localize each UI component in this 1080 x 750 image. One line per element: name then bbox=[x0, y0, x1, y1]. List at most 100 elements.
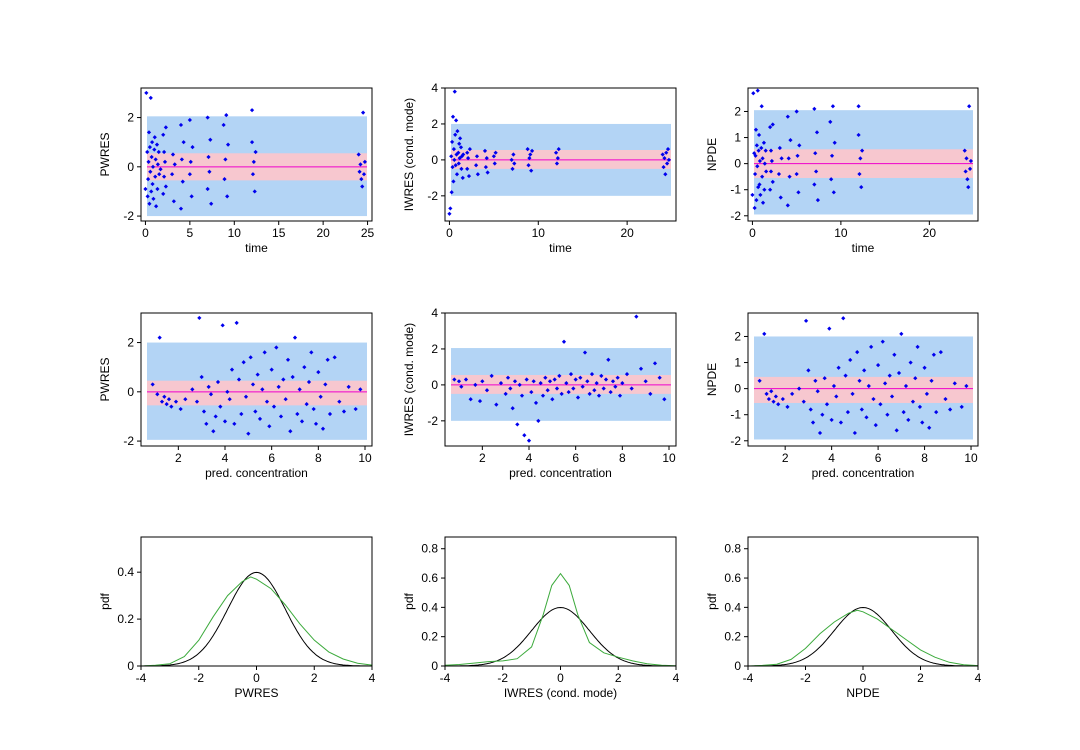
data-point bbox=[750, 192, 755, 198]
data-point bbox=[760, 156, 765, 161]
data-point bbox=[776, 402, 781, 407]
data-point bbox=[323, 382, 328, 387]
x-tick-label: 2 bbox=[615, 671, 622, 685]
data-point bbox=[251, 159, 256, 164]
axes-frame bbox=[140, 536, 373, 667]
data-point bbox=[218, 404, 223, 409]
data-point bbox=[274, 345, 279, 350]
axes-frame bbox=[747, 312, 979, 447]
y-tick-label: -2 bbox=[123, 209, 134, 223]
data-point bbox=[810, 420, 816, 425]
x-tick-label: 0 bbox=[446, 226, 453, 240]
data-point bbox=[580, 384, 585, 389]
x-axis-label: time bbox=[852, 241, 875, 255]
x-tick-label: 15 bbox=[272, 226, 286, 240]
data-point bbox=[589, 372, 595, 377]
data-point bbox=[498, 380, 504, 386]
chart-panel-9: -4 -2 0 2 4 0 0.2 0.4 0.6 0.8 NPDE pdf bbox=[705, 536, 982, 700]
data-point bbox=[962, 148, 967, 153]
x-tick-label: 0 bbox=[860, 671, 867, 685]
data-point bbox=[845, 409, 850, 415]
y-tick-label: -2 bbox=[123, 434, 134, 448]
data-point bbox=[361, 172, 367, 177]
data-point bbox=[758, 192, 763, 198]
data-point bbox=[762, 187, 767, 192]
data-point bbox=[768, 148, 774, 153]
data-point bbox=[761, 140, 767, 145]
data-point bbox=[553, 150, 559, 155]
data-point bbox=[924, 391, 929, 396]
data-point bbox=[906, 417, 911, 423]
data-point bbox=[869, 344, 874, 350]
data-point bbox=[529, 168, 534, 173]
data-point bbox=[163, 125, 168, 130]
data-point bbox=[857, 378, 862, 383]
data-point bbox=[519, 393, 525, 398]
data-point bbox=[517, 382, 522, 387]
y-tick-label: 0 bbox=[127, 160, 134, 174]
inner-prediction-band bbox=[147, 380, 367, 406]
theoretical-pdf-line bbox=[141, 571, 372, 667]
y-tick-label: 2 bbox=[127, 111, 134, 125]
y-tick-label: 0 bbox=[431, 378, 438, 392]
data-point bbox=[154, 142, 160, 147]
data-point bbox=[466, 155, 471, 161]
data-point bbox=[788, 138, 793, 143]
data-point bbox=[316, 370, 321, 375]
data-point bbox=[153, 157, 158, 162]
data-point bbox=[361, 110, 366, 115]
data-point bbox=[559, 391, 564, 396]
x-tick-label: 20 bbox=[316, 226, 330, 240]
y-axis-label: pdf bbox=[705, 592, 719, 609]
data-point bbox=[155, 162, 160, 167]
data-point bbox=[755, 164, 760, 169]
data-point bbox=[787, 174, 792, 179]
data-point bbox=[815, 198, 820, 203]
data-point bbox=[229, 367, 235, 372]
data-point bbox=[150, 140, 155, 145]
data-point bbox=[154, 204, 159, 209]
data-point bbox=[754, 143, 759, 148]
data-point bbox=[205, 186, 210, 192]
data-point bbox=[596, 393, 602, 398]
y-tick-label: 0.8 bbox=[724, 542, 741, 556]
data-point bbox=[187, 172, 192, 177]
theoretical-pdf-line bbox=[445, 606, 676, 667]
y-tick-label: 0 bbox=[431, 153, 438, 167]
data-point bbox=[515, 422, 520, 427]
data-point bbox=[179, 157, 184, 162]
data-point bbox=[489, 373, 494, 379]
axes-frame bbox=[140, 87, 373, 222]
chart-panel-2: 0 10 20 -2 0 2 4 time IWRES (cond. mode) bbox=[402, 81, 677, 255]
data-point bbox=[494, 402, 499, 407]
x-tick-label: 25 bbox=[361, 226, 375, 240]
data-point bbox=[862, 368, 867, 373]
data-point bbox=[959, 404, 964, 409]
data-point bbox=[638, 366, 644, 371]
data-point bbox=[454, 152, 459, 157]
data-point bbox=[554, 386, 560, 391]
y-tick-label: 0.2 bbox=[724, 630, 741, 644]
data-point bbox=[778, 195, 783, 200]
data-point bbox=[545, 388, 550, 393]
y-tick-label: 2 bbox=[431, 117, 438, 131]
axes-frame bbox=[444, 87, 677, 222]
data-point bbox=[253, 149, 258, 155]
data-point bbox=[358, 162, 363, 167]
data-point bbox=[197, 315, 202, 321]
y-tick-label: -1 bbox=[730, 408, 741, 422]
data-point bbox=[859, 184, 864, 190]
data-point bbox=[901, 409, 906, 415]
data-point bbox=[147, 201, 152, 206]
data-point bbox=[150, 382, 155, 387]
data-point bbox=[759, 104, 764, 109]
data-point bbox=[449, 190, 454, 195]
data-point bbox=[451, 179, 456, 184]
data-point bbox=[225, 142, 231, 147]
data-point bbox=[550, 397, 555, 402]
y-tick-label: 0 bbox=[127, 659, 134, 673]
data-point bbox=[278, 414, 284, 419]
data-point bbox=[814, 169, 819, 174]
data-point bbox=[529, 148, 535, 154]
data-point bbox=[320, 426, 326, 431]
